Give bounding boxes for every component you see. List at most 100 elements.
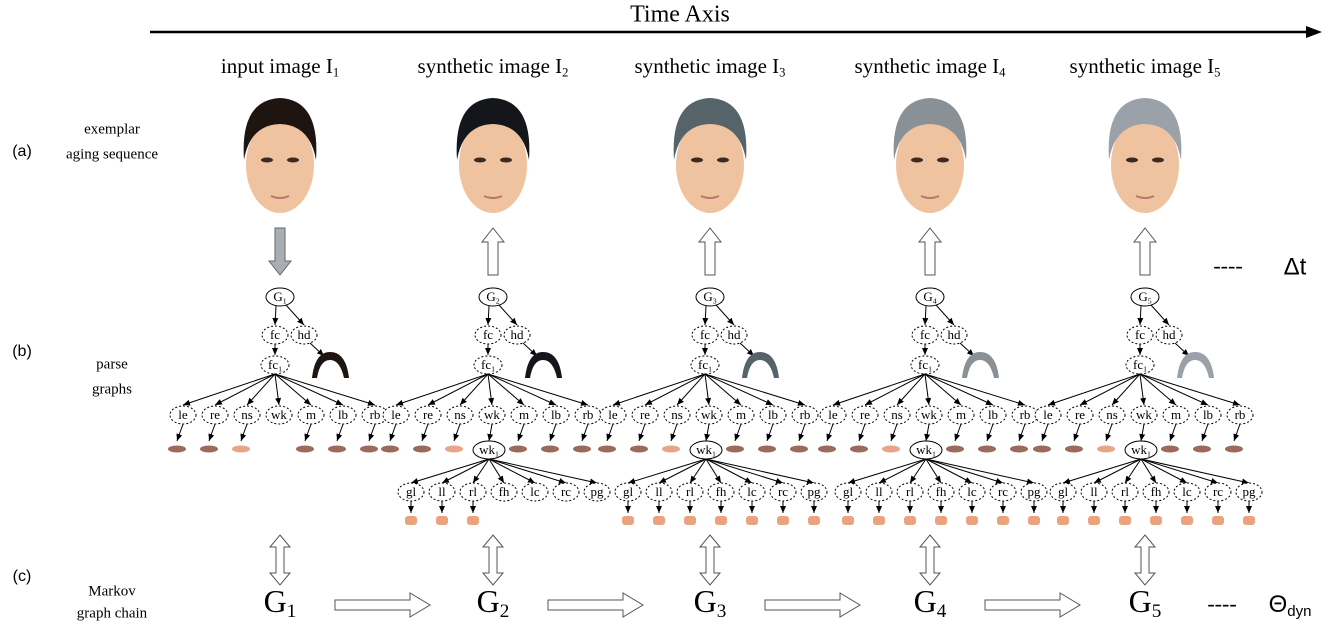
node-label-sub: 4 (933, 296, 937, 305)
node-label: hd (511, 327, 525, 342)
node-label-sub: 1 (712, 449, 716, 458)
graph-edge (581, 423, 589, 442)
graph-edge (421, 423, 429, 442)
node-label: rl (906, 484, 914, 499)
graph-edge (274, 373, 376, 406)
hair (893, 98, 967, 160)
hair-part (1177, 352, 1214, 378)
part-icon (1033, 445, 1051, 453)
row-tag: (a) (12, 143, 32, 160)
graph-edge (638, 423, 646, 442)
graph-node (490, 482, 518, 502)
node-label: m (736, 407, 746, 422)
graph-edge (176, 423, 184, 442)
dash: ---- (1213, 253, 1242, 278)
graph-edge (1140, 458, 1188, 484)
hair (1108, 98, 1182, 160)
graph-edge (924, 373, 1026, 406)
graph-edge (922, 305, 929, 326)
graph-edge (272, 305, 279, 326)
graph-node (473, 355, 503, 375)
node-label-main: wk (916, 442, 932, 457)
node-label: gl (843, 484, 854, 499)
wrinkle-icon (966, 516, 978, 525)
part-icon (630, 445, 648, 453)
wrinkle-icon (997, 516, 1009, 525)
node-label: rb (370, 407, 381, 422)
node-label: lb (338, 407, 348, 422)
node-label: wk1 (1131, 442, 1151, 458)
part-icon (168, 445, 186, 453)
chain-node: G1 (264, 583, 297, 622)
dyn-sub: dyn (1287, 603, 1311, 620)
graph-edge (1169, 423, 1177, 442)
graph-edge (925, 458, 942, 484)
wrinkle-icon (653, 516, 665, 525)
eye (937, 157, 949, 163)
graph-edge (704, 373, 712, 406)
chain-node: G4 (914, 583, 947, 622)
node-label: m (956, 407, 966, 422)
graph-edge (285, 304, 305, 326)
part-icon (946, 445, 964, 453)
wrinkle-icon (684, 516, 696, 525)
node-label: lb (1203, 407, 1213, 422)
graph-edge (1139, 373, 1241, 406)
node-label: gl (623, 484, 634, 499)
graph-edge (644, 373, 706, 406)
node-label: wk1 (696, 442, 716, 458)
graph-edge (459, 373, 489, 406)
node-label: rl (686, 484, 694, 499)
graph-edge (1073, 423, 1081, 442)
hair-part (525, 352, 562, 378)
wrinkle-icon (935, 516, 947, 525)
graph-edge (704, 423, 711, 442)
graph-edge (488, 458, 567, 484)
wrinkle-icon (467, 516, 479, 525)
node-label-sub: 1 (278, 364, 282, 373)
mouth (700, 195, 720, 199)
dyn-label: Θdyn (1269, 591, 1312, 620)
part-icon (381, 445, 399, 453)
wrinkle-icon (436, 516, 448, 525)
graph-edge (924, 373, 932, 406)
node-label: G1 (273, 289, 286, 305)
node-label: wk (484, 407, 500, 422)
flow-arrow (267, 227, 293, 276)
graph-edge (739, 342, 755, 357)
node-label: le (391, 407, 401, 422)
node-label: le (828, 407, 838, 422)
graph-edge (1201, 423, 1209, 442)
double-arrow (918, 534, 942, 586)
node-label: pg (1243, 484, 1257, 499)
graph-node (583, 482, 611, 502)
part-icon (413, 445, 431, 453)
delta-label: Δt (1284, 253, 1307, 280)
row-label: graphs (92, 381, 132, 397)
node-label: ll (655, 484, 663, 499)
chain-arrow (984, 592, 1081, 618)
graph-node (1130, 287, 1160, 307)
node-label: ll (875, 484, 883, 499)
graph-edge (304, 423, 312, 442)
graph-edge (670, 423, 678, 442)
node-label: pg (1028, 484, 1042, 499)
graph-edge (485, 305, 492, 326)
node-label-sub: 1 (283, 296, 287, 305)
graph-edge (1140, 458, 1157, 484)
node-label: lb (551, 407, 561, 422)
graph-edge (1041, 423, 1049, 442)
graph-edge (924, 373, 994, 406)
graph-node (1125, 355, 1155, 375)
column-header: synthetic image I3 (635, 54, 786, 79)
wrinkle-icon (1181, 516, 1193, 525)
node-label: rc (778, 484, 788, 499)
part-icon (1010, 445, 1028, 453)
part-icon (360, 445, 378, 453)
chain-node-sub: 5 (1152, 601, 1162, 622)
graph-edge (734, 423, 742, 442)
graph-edge (925, 458, 1035, 485)
chain-node: G2 (477, 583, 510, 622)
graph-edge (909, 458, 927, 484)
